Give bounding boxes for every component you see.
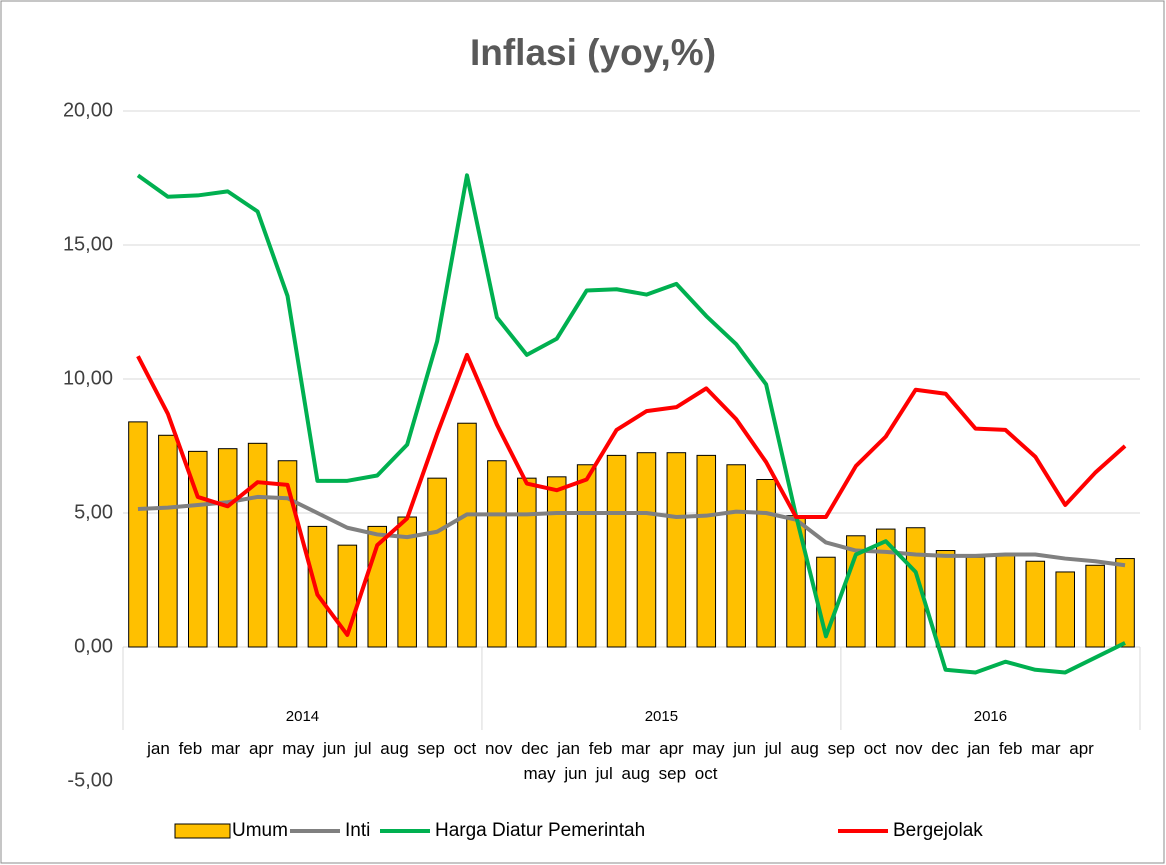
bar [546,476,567,648]
bar [576,464,597,648]
month-label: feb [998,739,1023,758]
month-label: feb [178,739,203,758]
month-label: may [523,764,556,783]
month-label: mar [210,739,241,758]
month-label: jan [557,739,580,758]
legend-label: Bergejolak [893,820,983,841]
y-tick-label: -5,00 [67,769,113,791]
bar [965,556,986,648]
bar [517,477,537,648]
bar [217,448,238,648]
month-label: jun [323,739,346,758]
month-label: jun [564,764,588,783]
y-tick-label: 5,00 [74,501,113,523]
month-label: jul [764,739,782,758]
month-label: oct [453,739,477,758]
bar [905,527,926,648]
month-label: dec [521,739,549,758]
bar [875,528,896,648]
month-label: dec [931,739,959,758]
month-label: oct [863,739,887,758]
bar [666,452,687,648]
bar [247,442,268,648]
bar [606,454,627,648]
line [136,173,1126,675]
line [137,494,1126,568]
legend-label: Inti [345,820,370,841]
month-label: aug [790,739,819,758]
month-label: sep [658,764,687,783]
month-label: jul [354,739,372,758]
bar [487,460,507,648]
month-label: may [692,739,725,758]
y-tick-label: 20,00 [63,99,113,121]
bar [995,554,1016,648]
chart-title: Inflasi (yoy,%) [470,32,716,73]
bar [457,422,477,648]
line [136,352,1127,637]
month-label: may [282,739,315,758]
year-label: 2014 [286,708,319,725]
y-tick-label: 15,00 [63,233,113,255]
month-label: jan [967,739,991,758]
month-label: oct [694,764,718,783]
month-label: sep [827,739,855,758]
month-label: feb [588,739,613,758]
y-tick-label: 10,00 [63,367,113,389]
bar [636,452,657,648]
month-label: apr [659,739,684,758]
y-tick-label: 0,00 [74,635,113,657]
bar [158,434,178,648]
month-labels: jan feb mar apr may jun jul aug sep oct … [128,736,1113,786]
month-label: nov [484,739,513,758]
bar [307,525,328,648]
bar [935,550,956,648]
month-label: jul [595,764,613,783]
bar [427,477,447,648]
bar [1115,558,1135,648]
legend-label: Harga Diatur Pemerintah [435,820,645,841]
year-label: 2015 [645,708,678,725]
year-label: 2016 [974,708,1007,725]
bar [696,454,717,648]
month-label: mar [621,739,651,758]
month-label: aug [380,739,409,758]
month-label: jun [733,739,756,758]
month-label: mar [1031,739,1061,758]
legend-swatch [174,823,231,839]
bar [756,479,776,648]
month-label: sep [417,739,445,758]
bar [1085,564,1105,648]
bar [1025,560,1046,648]
month-label: apr [1069,739,1094,758]
bar [726,464,746,648]
bar [128,421,148,648]
month-label: jan [147,739,170,758]
legend-label: Umum [232,820,288,841]
month-label: nov [895,739,923,758]
month-label: aug [621,764,650,783]
bar [1055,571,1075,648]
month-label: apr [248,739,274,758]
